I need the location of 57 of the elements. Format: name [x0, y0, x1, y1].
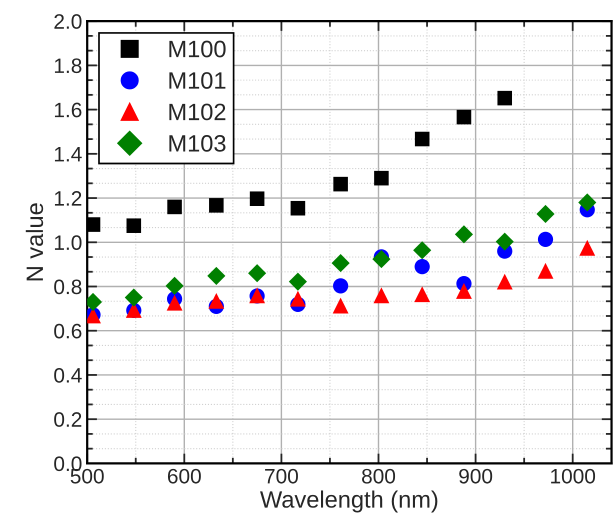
point	[578, 193, 596, 212]
point	[124, 288, 143, 307]
y-tick-label: 2.0	[54, 14, 82, 29]
x-axis-title: Wavelength (nm)	[260, 490, 438, 512]
point	[579, 240, 596, 256]
point	[374, 170, 389, 186]
point	[167, 200, 182, 214]
point	[166, 294, 182, 311]
legend-label: M102	[169, 104, 226, 120]
y-tick-label: 1.2	[54, 191, 82, 206]
point	[207, 266, 226, 285]
point	[250, 191, 264, 206]
x-tick-label: 800	[362, 468, 396, 484]
point	[333, 176, 348, 192]
point	[166, 276, 184, 295]
point	[248, 264, 266, 282]
point	[332, 298, 349, 314]
point	[496, 274, 513, 290]
point	[456, 283, 472, 299]
y-tick-label: 1.8	[54, 58, 82, 74]
point	[413, 241, 432, 260]
point	[288, 272, 307, 291]
x-tick-label: 900	[459, 468, 492, 484]
legend-label: M101	[169, 72, 226, 89]
point	[333, 278, 348, 294]
point	[126, 218, 142, 233]
legend-label: M100	[169, 40, 226, 58]
y-tick-label: 0.6	[54, 324, 82, 338]
x-tick-label: 700	[265, 468, 298, 484]
y-tick-label: 1.6	[54, 102, 82, 118]
point	[538, 232, 554, 248]
x-tick-label: 600	[168, 468, 201, 484]
y-tick-label: 1.0	[54, 235, 82, 250]
point	[538, 262, 554, 279]
point	[497, 90, 512, 106]
point	[208, 292, 224, 309]
point	[373, 287, 390, 304]
legend-label: M103	[169, 135, 226, 152]
y-tick-label: 0.8	[54, 280, 82, 294]
point	[496, 232, 514, 251]
point	[332, 254, 350, 272]
point	[414, 132, 430, 146]
point	[536, 204, 555, 224]
point	[414, 286, 430, 302]
y-tick-label: 0.2	[54, 412, 82, 427]
point	[290, 290, 306, 307]
y-axis-title: N value	[26, 203, 44, 280]
y-tick-label: 0.4	[54, 368, 82, 383]
point	[372, 250, 390, 268]
point	[209, 198, 224, 213]
point	[87, 217, 100, 232]
x-tick-label: 1000	[551, 468, 596, 484]
point	[290, 200, 306, 216]
point	[454, 225, 473, 244]
y-tick-label: 1.4	[54, 147, 82, 162]
point	[414, 259, 430, 274]
point	[456, 110, 472, 124]
